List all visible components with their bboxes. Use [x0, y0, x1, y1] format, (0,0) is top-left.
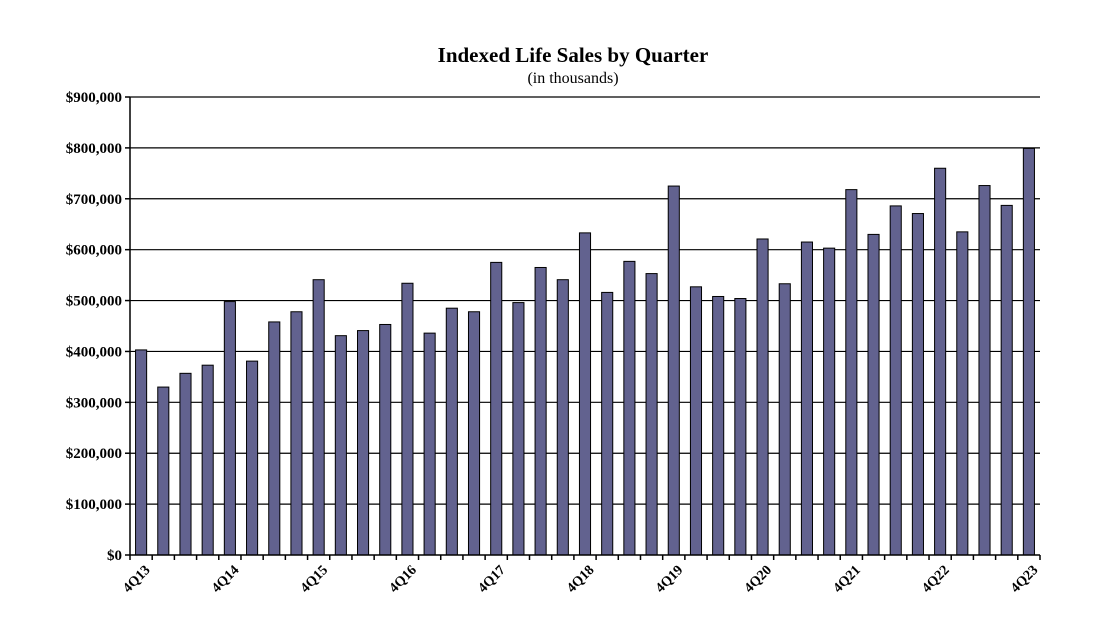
bar — [823, 247, 836, 556]
bar — [645, 273, 658, 556]
bar — [490, 261, 503, 556]
y-tick-label: $100,000 — [66, 497, 122, 513]
bar — [578, 232, 592, 556]
x-tick-labels: 4Q13 4Q14 4Q15 4Q16 4Q17 4Q18 4Q19 4Q20 4Q21 4Q22… — [120, 563, 1041, 596]
chart-subtitle: (in thousands) — [527, 70, 618, 87]
bar — [956, 231, 969, 556]
y-tick-label: $0 — [107, 548, 122, 564]
y-tick-label: $500,000 — [66, 294, 122, 310]
bar — [1022, 147, 1035, 556]
bar — [135, 349, 148, 556]
bar — [157, 386, 170, 556]
bar — [534, 266, 547, 556]
bar — [401, 282, 414, 556]
bar — [357, 330, 370, 556]
bar — [623, 260, 636, 556]
y-tick-label: $300,000 — [66, 395, 122, 411]
x-tick-label: 4Q23 — [1008, 563, 1041, 596]
bar — [911, 213, 924, 556]
bar — [334, 335, 347, 556]
bar — [845, 189, 858, 556]
y-tick-label: $600,000 — [66, 243, 122, 259]
y-tick-label: $700,000 — [66, 192, 122, 208]
bar — [1000, 204, 1013, 556]
bar — [312, 279, 325, 556]
bar — [889, 205, 902, 556]
bar — [179, 372, 192, 556]
x-tick-label: 4Q21 — [831, 563, 864, 596]
bar — [246, 360, 259, 556]
bar — [467, 311, 481, 556]
bar — [601, 291, 614, 556]
bar — [756, 238, 769, 556]
x-tick-label: 4Q18 — [564, 563, 597, 596]
x-tick-label: 4Q20 — [742, 563, 775, 596]
bar — [201, 364, 214, 556]
bar — [667, 185, 680, 556]
y-tick-label: $900,000 — [66, 90, 122, 106]
x-tick-label: 4Q15 — [298, 563, 331, 596]
bar — [445, 307, 458, 556]
x-tick-label: 4Q14 — [209, 563, 242, 596]
axes — [129, 97, 1041, 560]
bar — [712, 295, 725, 556]
x-tick-label: 4Q22 — [919, 563, 952, 596]
bar — [268, 321, 281, 556]
bar — [290, 311, 303, 556]
bar — [689, 286, 703, 556]
y-tick-label: $800,000 — [66, 141, 122, 157]
bar — [512, 302, 525, 556]
bar — [934, 167, 947, 556]
bar — [778, 283, 791, 556]
y-tick-label: $200,000 — [66, 446, 122, 462]
bar — [223, 301, 236, 556]
y-tick-label: $400,000 — [66, 344, 122, 360]
x-tick-label: 4Q17 — [476, 563, 509, 596]
bar — [978, 185, 991, 556]
bar — [423, 332, 436, 556]
bars — [135, 147, 1035, 556]
x-tick-label: 4Q16 — [387, 563, 420, 596]
bar — [379, 323, 392, 556]
y-tick-labels: $0 $100,000 $200,000 $300,000 $400,000 $500,0… — [66, 90, 122, 564]
bar — [556, 279, 569, 556]
bar — [734, 298, 747, 556]
x-tick-label: 4Q19 — [653, 563, 686, 596]
bar — [800, 241, 814, 556]
chart-title: Indexed Life Sales by Quarter — [438, 43, 709, 67]
x-tick-label: 4Q13 — [120, 563, 153, 596]
bar — [867, 233, 880, 556]
